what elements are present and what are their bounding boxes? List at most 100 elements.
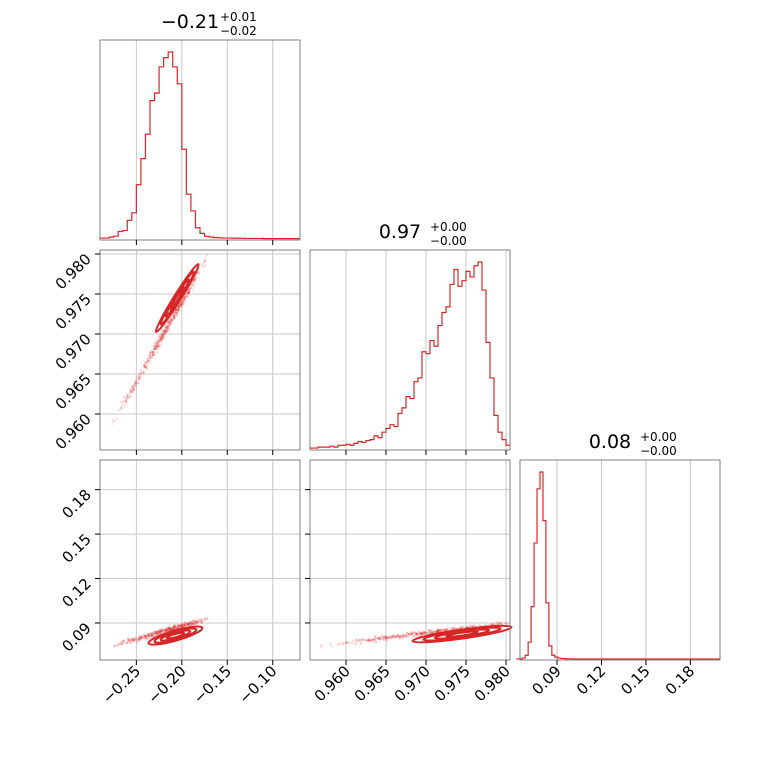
- sample-point: [182, 303, 185, 306]
- sample-point: [174, 627, 177, 630]
- sample-point: [165, 327, 169, 330]
- sample-point: [158, 336, 162, 340]
- sample-point: [178, 305, 181, 308]
- sample-point: [130, 389, 133, 392]
- histogram-step: [309, 261, 510, 449]
- sample-point: [157, 630, 160, 633]
- sample-point: [121, 639, 125, 642]
- sample-point: [129, 639, 132, 642]
- sample-point: [147, 359, 151, 363]
- sample-point: [164, 628, 167, 631]
- sample-point: [495, 621, 498, 624]
- sample-point: [411, 631, 414, 635]
- sample-point: [382, 635, 385, 639]
- sample-point: [134, 383, 137, 386]
- sample-point: [182, 297, 185, 300]
- sample-point: [173, 316, 176, 319]
- sample-point: [140, 636, 144, 639]
- sample-point: [437, 629, 440, 632]
- sample-point: [113, 644, 116, 648]
- sample-point: [385, 636, 388, 640]
- sample-point: [125, 402, 128, 405]
- sample-point: [167, 626, 170, 629]
- sample-point: [174, 626, 177, 629]
- sample-point: [190, 622, 193, 625]
- sample-point: [158, 630, 161, 633]
- sample-point: [164, 629, 167, 632]
- sample-point: [139, 635, 142, 639]
- x-tick-label: 0.18: [662, 662, 698, 698]
- sample-point: [155, 351, 159, 354]
- sample-point: [175, 311, 179, 315]
- sample-point: [378, 638, 381, 641]
- density-contour: [445, 630, 479, 638]
- sample-point: [125, 641, 129, 645]
- sample-point: [188, 621, 191, 625]
- sample-point: [359, 641, 362, 645]
- sample-point: [174, 624, 177, 628]
- sample-point: [129, 388, 132, 391]
- sample-point: [146, 357, 149, 360]
- sample-point: [178, 624, 181, 627]
- sample-point: [143, 634, 147, 637]
- sample-point: [173, 311, 176, 314]
- sample-point: [155, 631, 159, 634]
- y-tick-label: 0.15: [58, 530, 94, 566]
- sample-point: [182, 622, 186, 626]
- sample-point: [150, 350, 154, 354]
- sample-point: [158, 335, 161, 338]
- sample-point: [364, 639, 367, 642]
- sample-point: [420, 632, 423, 636]
- sample-point: [122, 641, 125, 644]
- sample-point: [129, 391, 132, 394]
- sample-point: [153, 630, 156, 633]
- sample-point: [151, 635, 154, 638]
- sample-point: [402, 636, 405, 639]
- sample-point: [360, 637, 364, 641]
- sample-point: [157, 345, 160, 349]
- sample-point: [387, 636, 390, 639]
- sample-point: [346, 640, 349, 643]
- sample-point: [373, 635, 376, 638]
- y-tick-label: 0.960: [52, 410, 95, 453]
- sample-point: [165, 629, 168, 632]
- sample-point: [131, 386, 134, 389]
- sample-point: [161, 333, 164, 336]
- sample-point: [131, 391, 134, 394]
- sample-point: [435, 630, 438, 633]
- sample-point: [167, 626, 170, 630]
- sample-point: [345, 641, 348, 644]
- sample-point: [184, 623, 187, 626]
- sample-point: [137, 382, 140, 385]
- sample-point: [383, 636, 386, 639]
- sample-point: [370, 639, 373, 642]
- sample-point: [163, 329, 166, 332]
- sample-point: [150, 635, 153, 638]
- sample-point: [177, 307, 180, 311]
- sample-point: [404, 634, 407, 637]
- sample-point: [159, 331, 163, 335]
- sample-point: [353, 642, 356, 645]
- sample-point: [134, 386, 137, 389]
- sample-point: [176, 308, 179, 311]
- sample-point: [165, 629, 168, 632]
- sample-point: [160, 338, 163, 341]
- sample-point: [146, 632, 149, 635]
- sample-point: [377, 636, 380, 639]
- sample-point: [162, 630, 165, 633]
- sample-point: [195, 622, 198, 625]
- sample-point: [142, 370, 145, 373]
- sample-point: [491, 623, 494, 626]
- sample-point: [341, 642, 344, 645]
- sample-point: [152, 351, 155, 354]
- sample-point: [171, 625, 174, 628]
- sample-point: [151, 633, 154, 636]
- sample-point: [499, 621, 502, 625]
- sample-point: [170, 627, 173, 630]
- sample-point: [400, 634, 403, 637]
- sample-point: [368, 639, 371, 643]
- sample-point: [183, 624, 186, 627]
- sample-point: [164, 328, 167, 331]
- sample-point: [174, 317, 177, 320]
- sample-point: [181, 299, 184, 302]
